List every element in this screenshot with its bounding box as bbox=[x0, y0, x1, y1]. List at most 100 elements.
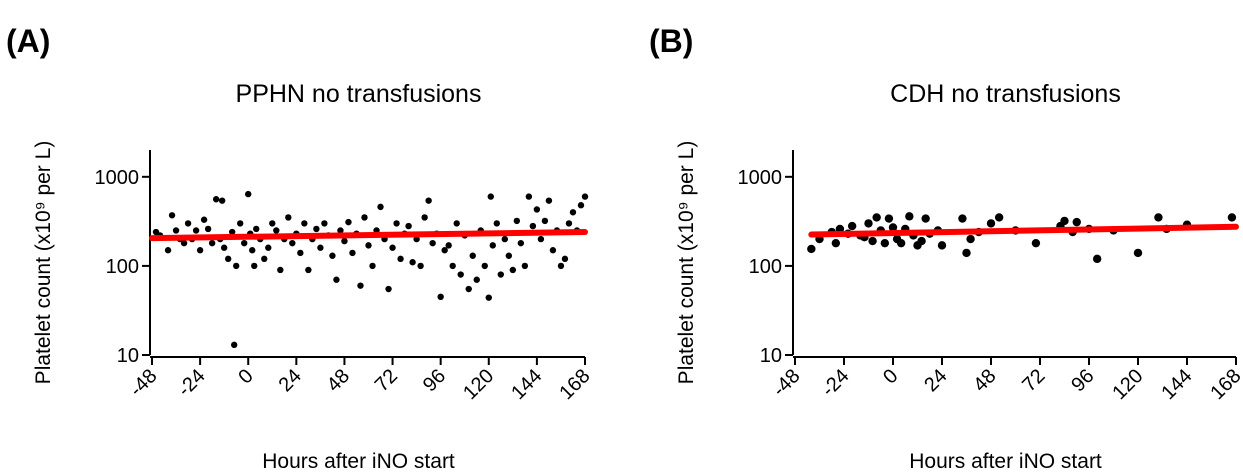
data-point bbox=[453, 220, 460, 227]
data-point bbox=[545, 197, 553, 204]
y-tick-label: 100 bbox=[749, 256, 782, 278]
data-point bbox=[245, 190, 252, 198]
data-point bbox=[986, 219, 996, 228]
data-point bbox=[285, 214, 292, 221]
data-point bbox=[305, 266, 312, 274]
data-point bbox=[365, 242, 372, 249]
data-point bbox=[847, 221, 857, 231]
data-point bbox=[485, 294, 492, 301]
data-point bbox=[168, 212, 176, 219]
data-point bbox=[465, 285, 472, 293]
data-point bbox=[218, 197, 226, 204]
data-point bbox=[317, 244, 324, 251]
data-point bbox=[196, 247, 204, 254]
data-point bbox=[429, 239, 436, 247]
x-tick-label: 120 bbox=[1108, 365, 1147, 404]
data-point bbox=[341, 237, 348, 245]
data-point bbox=[445, 242, 452, 249]
data-point bbox=[958, 214, 967, 223]
data-point bbox=[301, 220, 308, 227]
data-point bbox=[204, 225, 212, 233]
data-point bbox=[509, 266, 517, 274]
data-point bbox=[557, 262, 565, 270]
data-point bbox=[517, 239, 525, 247]
data-point bbox=[1133, 248, 1143, 258]
data-point bbox=[1092, 254, 1102, 264]
data-point bbox=[212, 196, 220, 203]
data-point bbox=[537, 235, 545, 243]
x-tick-label: -24 bbox=[174, 365, 210, 401]
data-point bbox=[361, 214, 368, 221]
data-point bbox=[337, 227, 344, 234]
x-tick-label: -48 bbox=[126, 365, 162, 401]
x-tick-label: 168 bbox=[1206, 365, 1243, 404]
data-point bbox=[1154, 213, 1163, 222]
x-tick-label: -48 bbox=[769, 365, 805, 401]
x-tick-label: 48 bbox=[969, 365, 1000, 396]
x-tick-label: 72 bbox=[1018, 365, 1049, 396]
data-point bbox=[192, 227, 200, 234]
data-point bbox=[481, 262, 488, 270]
data-point bbox=[896, 238, 906, 248]
data-point bbox=[241, 239, 248, 247]
data-point bbox=[172, 227, 180, 234]
x-axis-label: Hours after iNO start bbox=[909, 450, 1102, 470]
data-point bbox=[220, 244, 228, 251]
x-tick-label: 24 bbox=[920, 365, 951, 396]
data-point bbox=[505, 252, 513, 259]
y-tick-label: 100 bbox=[106, 256, 139, 278]
x-tick-label: 168 bbox=[555, 365, 594, 404]
y-tick-label: 1000 bbox=[738, 167, 783, 189]
data-point bbox=[329, 252, 336, 259]
x-tick-label: 48 bbox=[323, 365, 354, 396]
data-point bbox=[1060, 216, 1069, 226]
data-point bbox=[413, 235, 420, 243]
x-axis-label: Hours after iNO start bbox=[262, 450, 455, 470]
y-axis-label: Platelet count (x10⁹ per L) bbox=[32, 141, 55, 385]
data-point bbox=[529, 222, 537, 230]
data-point bbox=[457, 271, 464, 278]
data-point bbox=[533, 206, 541, 213]
data-point bbox=[549, 247, 557, 254]
data-point bbox=[349, 249, 356, 257]
data-point bbox=[1227, 213, 1237, 222]
data-point bbox=[497, 271, 505, 278]
data-point bbox=[541, 217, 549, 225]
data-point bbox=[208, 239, 216, 247]
data-point bbox=[184, 220, 192, 227]
data-point bbox=[417, 262, 424, 270]
data-point bbox=[405, 222, 412, 230]
data-point bbox=[377, 203, 384, 211]
data-point bbox=[487, 193, 494, 200]
data-point bbox=[1031, 238, 1041, 248]
data-point bbox=[864, 219, 873, 228]
data-point bbox=[232, 262, 240, 270]
data-point bbox=[807, 244, 816, 254]
data-point bbox=[333, 276, 340, 283]
data-point bbox=[228, 228, 236, 236]
data-point bbox=[994, 213, 1004, 222]
data-point bbox=[513, 217, 521, 225]
data-point bbox=[385, 285, 392, 293]
data-point bbox=[345, 218, 352, 226]
data-point bbox=[313, 225, 320, 233]
data-point bbox=[966, 234, 975, 244]
data-point bbox=[249, 247, 256, 254]
data-point bbox=[441, 247, 448, 254]
fit-line bbox=[808, 223, 1239, 238]
panel-label: (A) bbox=[6, 23, 50, 59]
data-point bbox=[888, 223, 898, 232]
data-point bbox=[868, 236, 877, 246]
data-point bbox=[831, 238, 841, 248]
y-tick-label: 1000 bbox=[95, 167, 140, 189]
data-point bbox=[884, 214, 894, 223]
x-tick-label: 72 bbox=[371, 365, 402, 396]
data-point bbox=[581, 193, 589, 200]
data-point bbox=[937, 241, 947, 250]
fit-line bbox=[149, 229, 588, 242]
data-point bbox=[437, 293, 444, 301]
data-point bbox=[905, 212, 914, 221]
data-point bbox=[397, 255, 404, 263]
data-point bbox=[369, 262, 376, 270]
